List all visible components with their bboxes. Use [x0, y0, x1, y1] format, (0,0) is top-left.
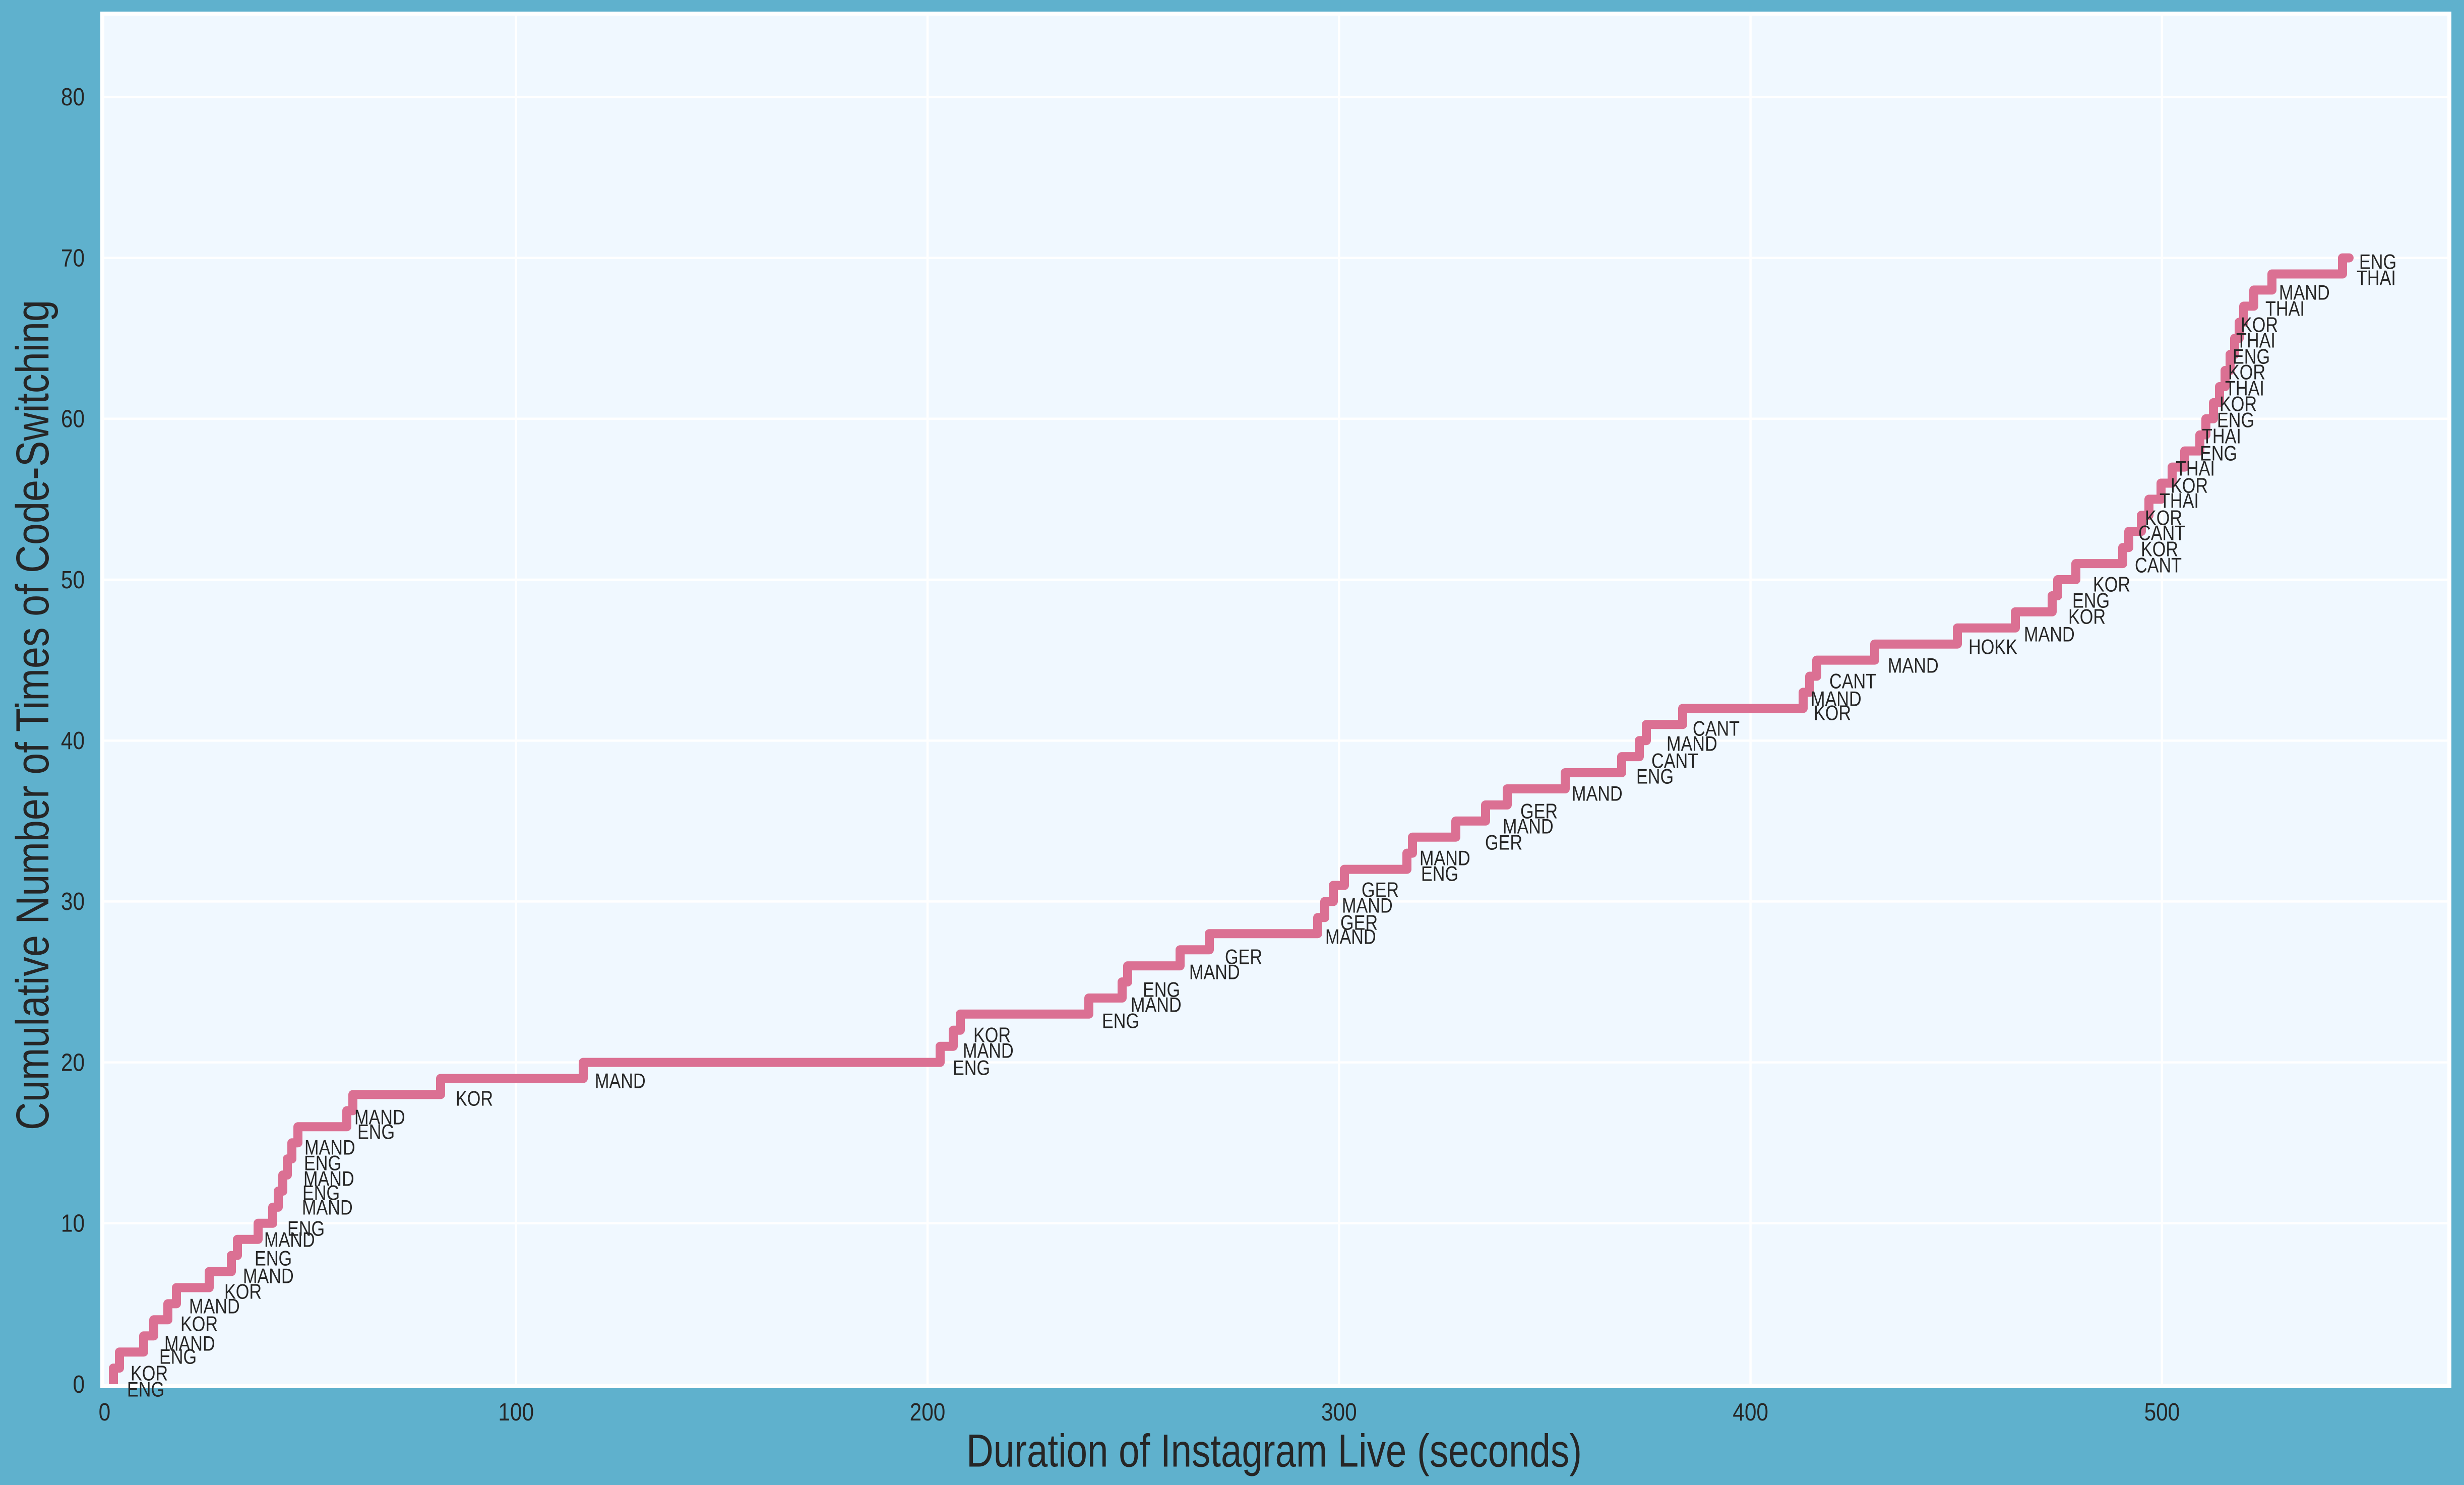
svg-text:CANT: CANT: [1693, 717, 1740, 740]
svg-text:CANT: CANT: [1651, 749, 1698, 773]
svg-text:MAND: MAND: [1131, 993, 1182, 1017]
svg-text:ENG: ENG: [2233, 345, 2270, 368]
svg-text:KOR: KOR: [224, 1280, 262, 1304]
svg-text:ENG: ENG: [302, 1181, 340, 1205]
svg-text:MAND: MAND: [1667, 732, 1717, 756]
svg-text:100: 100: [498, 1398, 534, 1426]
svg-text:GER: GER: [1340, 911, 1378, 935]
svg-text:MAND: MAND: [1325, 925, 1376, 949]
svg-text:MAND: MAND: [189, 1294, 240, 1318]
svg-text:10: 10: [61, 1210, 85, 1237]
svg-text:ENG: ENG: [287, 1217, 325, 1241]
svg-text:400: 400: [1733, 1398, 1768, 1426]
svg-text:MAND: MAND: [303, 1167, 354, 1191]
svg-text:THAI: THAI: [2225, 377, 2264, 400]
svg-text:40: 40: [61, 727, 85, 754]
svg-text:GER: GER: [1362, 878, 1399, 902]
svg-text:KOR: KOR: [2228, 360, 2265, 384]
svg-text:300: 300: [1321, 1398, 1357, 1426]
svg-text:MAND: MAND: [164, 1332, 215, 1355]
svg-text:MAND: MAND: [2279, 281, 2330, 304]
svg-text:0: 0: [99, 1398, 111, 1426]
svg-text:GER: GER: [1225, 945, 1262, 969]
svg-text:KOR: KOR: [973, 1023, 1011, 1047]
svg-text:THAI: THAI: [2357, 266, 2396, 290]
svg-text:KOR: KOR: [131, 1362, 168, 1385]
svg-text:ENG: ENG: [2200, 442, 2237, 465]
svg-text:THAI: THAI: [2202, 424, 2241, 448]
svg-text:ENG: ENG: [1636, 765, 1674, 788]
svg-text:KOR: KOR: [2145, 506, 2182, 530]
svg-text:MAND: MAND: [595, 1069, 646, 1093]
svg-text:70: 70: [61, 244, 85, 272]
svg-text:ENG: ENG: [2217, 408, 2254, 432]
svg-text:ENG: ENG: [159, 1345, 197, 1369]
svg-text:THAI: THAI: [2160, 489, 2199, 513]
svg-text:KOR: KOR: [2171, 474, 2208, 498]
svg-text:GER: GER: [1485, 831, 1522, 854]
svg-text:THAI: THAI: [2236, 329, 2275, 352]
svg-text:200: 200: [910, 1398, 946, 1426]
svg-text:ENG: ENG: [1421, 862, 1458, 886]
svg-text:Cumulative Number of Times of: Cumulative Number of Times of Code-Switc…: [7, 300, 58, 1130]
svg-text:30: 30: [61, 888, 85, 915]
svg-text:80: 80: [61, 83, 85, 110]
svg-text:ENG: ENG: [1143, 978, 1180, 1002]
svg-text:MAND: MAND: [2024, 623, 2075, 646]
svg-text:KOR: KOR: [1814, 701, 1851, 725]
svg-text:ENG: ENG: [304, 1151, 341, 1175]
svg-text:ENG: ENG: [357, 1120, 395, 1144]
svg-text:MAND: MAND: [1189, 960, 1240, 984]
svg-text:MAND: MAND: [1342, 894, 1393, 917]
svg-text:500: 500: [2144, 1398, 2180, 1426]
svg-text:MAND: MAND: [304, 1136, 355, 1159]
svg-text:MAND: MAND: [1572, 782, 1623, 806]
svg-text:0: 0: [73, 1371, 85, 1398]
svg-text:THAI: THAI: [2176, 457, 2215, 480]
svg-text:CANT: CANT: [2135, 553, 2182, 577]
svg-text:CANT: CANT: [2138, 521, 2185, 545]
svg-text:ENG: ENG: [1102, 1009, 1139, 1033]
svg-text:CANT: CANT: [1829, 669, 1876, 693]
svg-text:KOR: KOR: [2093, 573, 2130, 596]
svg-text:ENG: ENG: [255, 1247, 292, 1270]
svg-text:THAI: THAI: [2265, 297, 2305, 321]
svg-text:20: 20: [61, 1049, 85, 1076]
svg-text:KOR: KOR: [2068, 605, 2106, 629]
svg-text:MAND: MAND: [1811, 687, 1862, 711]
svg-text:ENG: ENG: [2359, 250, 2396, 274]
svg-text:HOKK: HOKK: [1968, 635, 2017, 659]
svg-text:KOR: KOR: [180, 1312, 218, 1336]
svg-text:KOR: KOR: [2220, 392, 2257, 416]
svg-text:MAND: MAND: [1420, 846, 1470, 870]
svg-text:MAND: MAND: [1888, 654, 1939, 677]
svg-text:ENG: ENG: [953, 1056, 990, 1080]
svg-text:MAND: MAND: [264, 1228, 315, 1252]
svg-text:50: 50: [61, 566, 85, 593]
svg-text:ENG: ENG: [127, 1378, 164, 1401]
svg-text:MAND: MAND: [354, 1105, 405, 1129]
svg-text:KOR: KOR: [2141, 537, 2178, 561]
svg-text:KOR: KOR: [456, 1087, 493, 1110]
svg-text:ENG: ENG: [2072, 589, 2110, 612]
svg-text:MAND: MAND: [302, 1196, 353, 1219]
svg-text:Duration of Instagram Live (se: Duration of Instagram Live (seconds): [966, 1426, 1582, 1477]
svg-text:MAND: MAND: [243, 1264, 294, 1288]
svg-text:MAND: MAND: [1503, 815, 1554, 838]
svg-text:MAND: MAND: [963, 1039, 1014, 1063]
svg-text:60: 60: [61, 405, 85, 432]
svg-text:GER: GER: [1520, 799, 1558, 823]
svg-text:KOR: KOR: [2241, 313, 2278, 337]
